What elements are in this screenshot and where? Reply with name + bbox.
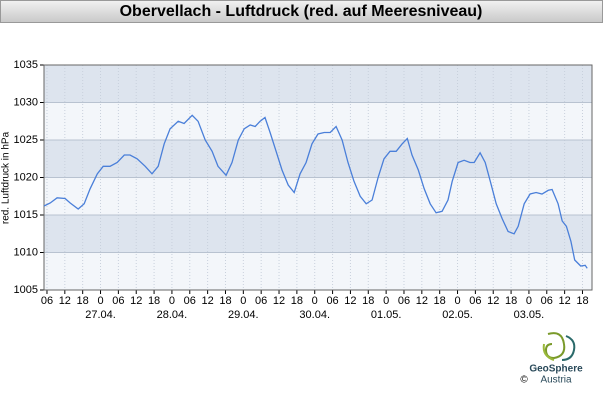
- y-tick-label: 1020: [14, 171, 38, 183]
- x-tick-label: 06: [184, 295, 196, 307]
- x-tick-label: 18: [148, 295, 160, 307]
- logo-swirl: [561, 335, 576, 361]
- y-axis-label: red. Luftdruck in hPa: [1, 131, 12, 224]
- x-tick-label: 06: [41, 295, 53, 307]
- y-tick-label: 1025: [14, 134, 38, 146]
- plot-area: 06 12 18 0 06 12 18 0 06 12 18 0 06 12 18 0 06 12 18 0 06 12 1…: [14, 59, 593, 321]
- x-tick-label: 18: [505, 295, 517, 307]
- x-tick-label: 0: [97, 295, 103, 307]
- x-tick-label: 12: [344, 295, 356, 307]
- x-tick-label: 06: [469, 295, 481, 307]
- x-tick-label: 0: [383, 295, 389, 307]
- x-tick-label: 18: [434, 295, 446, 307]
- logo-sub: Austria: [540, 375, 572, 386]
- x-tick-label: 12: [416, 295, 428, 307]
- x-tick-label: 0: [240, 295, 246, 307]
- date-label: 29.04.: [228, 309, 259, 321]
- band: [44, 140, 592, 178]
- date-label: 28.04.: [157, 309, 188, 321]
- date-label: 02.05.: [442, 309, 473, 321]
- y-tick-label: 1015: [14, 209, 38, 221]
- x-tick-label: 0: [169, 295, 175, 307]
- date-label: 03.05.: [514, 309, 545, 321]
- band: [44, 252, 592, 290]
- y-tick-label: 1035: [14, 59, 38, 71]
- x-tick-label: 06: [326, 295, 338, 307]
- copyright: ©: [520, 375, 528, 386]
- band: [44, 65, 592, 103]
- date-label: 01.05.: [371, 309, 402, 321]
- logo-swirl: [542, 343, 555, 361]
- x-tick-label: 06: [541, 295, 553, 307]
- x-tick-label: 12: [59, 295, 71, 307]
- x-tick-label: 12: [202, 295, 214, 307]
- band: [44, 215, 592, 253]
- y-tick-label: 1010: [14, 246, 38, 258]
- chart-title: Obervellach - Luftdruck (red. auf Meeres…: [120, 3, 483, 20]
- x-tick-label: 18: [362, 295, 374, 307]
- x-tick-label: 12: [273, 295, 285, 307]
- x-tick-label: 06: [112, 295, 124, 307]
- band: [44, 177, 592, 215]
- y-tick-label: 1030: [14, 96, 38, 108]
- plot-frame: [43, 64, 593, 291]
- x-tick-label: 06: [398, 295, 410, 307]
- x-tick-label: 12: [559, 295, 571, 307]
- logo-swirl: [544, 332, 566, 360]
- logo-name: GeoSphere: [529, 364, 583, 375]
- x-tick-label: 0: [312, 295, 318, 307]
- y-tick-label: 1005: [14, 284, 38, 296]
- x-tick-label: 18: [77, 295, 89, 307]
- date-label: 27.04.: [85, 309, 116, 321]
- x-tick-label: 06: [255, 295, 267, 307]
- x-tick-label: 18: [219, 295, 231, 307]
- x-tick-label: 12: [130, 295, 142, 307]
- date-label: 30.04.: [299, 309, 330, 321]
- x-tick-label: 18: [576, 295, 588, 307]
- x-tick-label: 18: [291, 295, 303, 307]
- x-tick-label: 0: [526, 295, 532, 307]
- x-tick-label: 12: [487, 295, 499, 307]
- x-tick-label: 0: [454, 295, 460, 307]
- pressure-line: [43, 114, 588, 269]
- logo: [542, 332, 576, 361]
